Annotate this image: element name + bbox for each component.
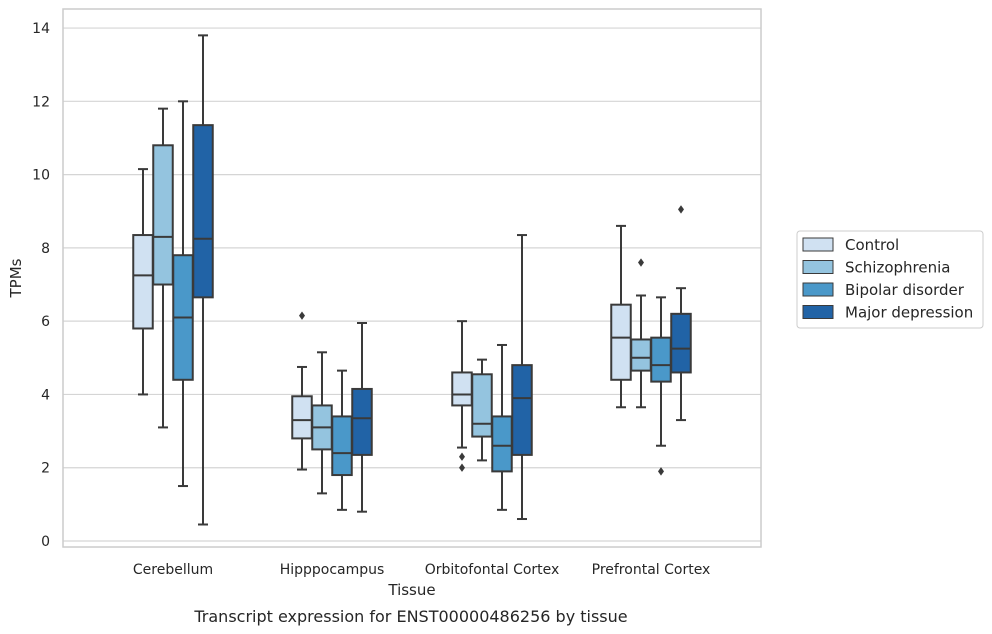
box-major-depression	[670, 205, 692, 422]
box-bipolar-disorder	[650, 296, 672, 476]
box-schizophrenia	[630, 258, 652, 409]
outlier-point	[299, 311, 305, 320]
legend-label: Major depression	[845, 304, 973, 322]
y-tick-label: 14	[32, 21, 50, 37]
legend-swatch	[802, 305, 834, 319]
chart-caption: Transcript expression for ENST0000048625…	[193, 607, 627, 626]
box-control	[132, 168, 154, 396]
y-tick-label: 12	[32, 94, 50, 110]
y-tick-label: 8	[41, 241, 50, 257]
y-tick-label: 10	[32, 168, 50, 184]
iqr-box	[630, 338, 652, 372]
box-schizophrenia	[311, 351, 333, 495]
iqr-box	[132, 234, 154, 330]
iqr-box	[511, 364, 533, 456]
box-control	[291, 311, 313, 471]
iqr-box	[491, 415, 513, 473]
iqr-box	[451, 371, 473, 407]
y-tick-label: 2	[41, 461, 50, 477]
box-control	[610, 224, 632, 409]
box-major-depression	[511, 234, 533, 521]
x-tick-label: Orbitofontal Cortex	[425, 562, 560, 578]
iqr-box	[331, 415, 353, 477]
box-major-depression	[351, 321, 373, 513]
plot-area-frame	[62, 8, 762, 548]
iqr-box	[192, 124, 214, 299]
box-bipolar-disorder	[491, 343, 513, 511]
legend-swatch	[802, 237, 834, 252]
y-tick-label: 4	[41, 387, 50, 403]
outlier-point	[459, 463, 465, 472]
legend-label: Schizophrenia	[845, 259, 950, 277]
boxes	[132, 34, 692, 526]
iqr-box	[610, 303, 632, 381]
outlier-point	[459, 452, 465, 461]
box-schizophrenia	[471, 358, 493, 462]
box-bipolar-disorder	[331, 369, 353, 511]
legend-swatch	[802, 282, 834, 297]
legend-frame	[796, 230, 984, 329]
x-axis-ticks: Cerebellum Hipppocampus Orbitofontal Corte…	[133, 562, 710, 578]
box-major-depression	[192, 34, 214, 526]
y-tick-label: 0	[41, 534, 50, 550]
outlier-point	[638, 258, 644, 267]
iqr-box	[670, 312, 692, 374]
outlier-point	[658, 467, 664, 476]
box-control	[451, 320, 473, 472]
box-schizophrenia	[152, 107, 174, 429]
legend-label: Bipolar disorder	[845, 281, 965, 299]
y-axis-ticks: 0 2 4 6 8 10 12 14	[32, 21, 50, 550]
legend-label: Control	[845, 236, 899, 254]
x-tick-label: Cerebellum	[133, 562, 213, 578]
legend: Control Schizophrenia Bipolar disorder Majo…	[796, 230, 984, 329]
iqr-box	[351, 387, 373, 456]
iqr-box	[152, 144, 174, 286]
iqr-box	[471, 373, 493, 438]
legend-swatch	[802, 260, 834, 274]
y-axis-label: TPMs	[7, 258, 25, 298]
iqr-box	[650, 336, 672, 383]
y-tick-label: 6	[41, 314, 50, 330]
outlier-point	[678, 205, 684, 214]
x-axis-label: Tissue	[387, 581, 435, 599]
box-bipolar-disorder	[172, 100, 194, 488]
iqr-box	[291, 395, 313, 440]
x-tick-label: Prefrontal Cortex	[592, 562, 711, 578]
x-tick-label: Hipppocampus	[280, 562, 385, 578]
